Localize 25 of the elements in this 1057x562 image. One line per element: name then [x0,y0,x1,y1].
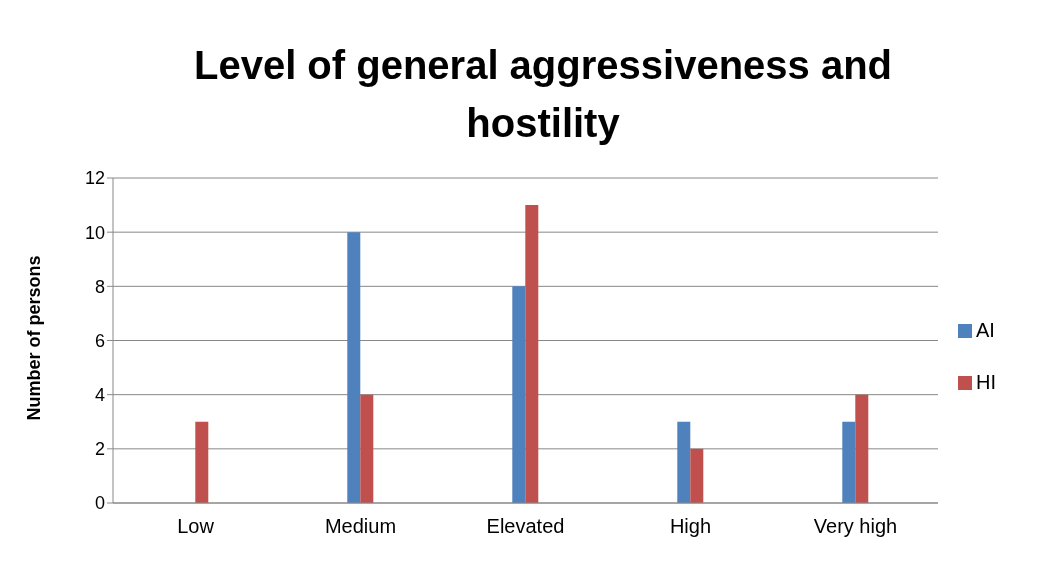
bar [842,421,856,503]
y-axis-title: Number of persons [24,255,45,421]
x-tick-label: Very high [813,515,898,538]
y-tick-label: 0 [94,493,105,514]
bar [690,448,704,503]
bar [512,286,526,503]
y-tick-label: 6 [94,330,105,351]
y-tick-label: 10 [84,222,105,243]
bar [855,394,869,503]
bar [347,232,361,503]
y-tick-label: 2 [94,439,105,460]
y-tick-label: 4 [94,385,105,406]
legend-label: HI [976,370,996,393]
bar [195,421,209,503]
legend-label: AI [976,318,995,341]
x-tick-label: Low [177,515,215,538]
y-tick-label: 12 [84,168,105,189]
bar [677,421,691,503]
bar [525,205,539,503]
chart-title: Level of general aggressiveness and hostility [192,42,894,147]
y-tick-label: 8 [94,276,105,297]
x-tick-label: Elevated [486,515,565,538]
bar [360,394,374,503]
x-tick-label: High [669,515,712,538]
x-tick-label: Medium [324,515,397,538]
